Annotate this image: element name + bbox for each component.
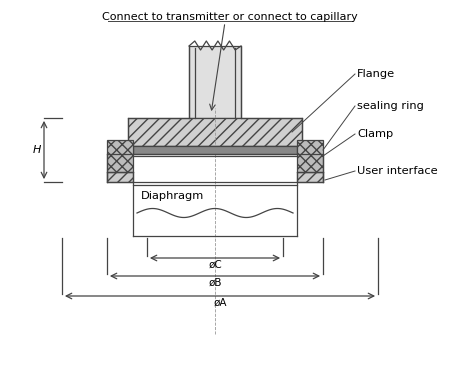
Bar — [133, 146, 297, 154]
Bar — [107, 172, 133, 182]
Text: Clamp: Clamp — [357, 129, 393, 139]
Text: sealing ring: sealing ring — [357, 101, 424, 111]
Bar — [297, 172, 323, 182]
Bar — [189, 46, 241, 118]
Bar — [297, 140, 323, 172]
Bar — [107, 140, 133, 172]
Text: øB: øB — [208, 278, 222, 288]
Text: H: H — [33, 145, 41, 155]
Bar — [128, 118, 302, 146]
Text: Connect to transmitter or connect to capillary: Connect to transmitter or connect to cap… — [102, 12, 358, 22]
Text: øA: øA — [213, 298, 227, 308]
Text: Flange: Flange — [357, 69, 395, 79]
Text: Diaphragm: Diaphragm — [141, 191, 204, 201]
Text: øC: øC — [208, 260, 222, 270]
Text: User interface: User interface — [357, 166, 438, 176]
